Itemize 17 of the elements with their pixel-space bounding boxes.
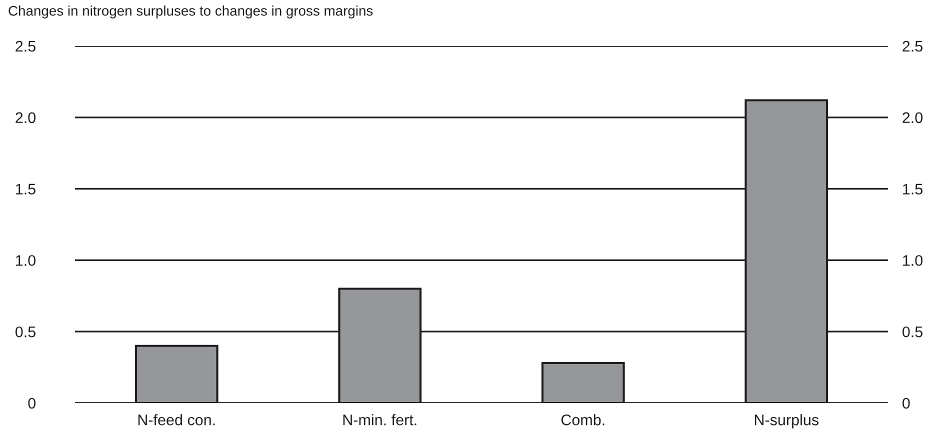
x-tick-label: N-surplus [754, 414, 819, 428]
y2-tick-label: 0 [902, 398, 910, 409]
chart-title: Changes in nitrogen surpluses to changes in gross margins [8, 6, 373, 18]
y2-tick-label: 2.0 [902, 112, 923, 124]
x-tick-label: N-feed con. [138, 414, 215, 426]
y-tick-label: 2.5 [16, 40, 36, 52]
y-tick-label: 0 [28, 398, 36, 409]
x-tick-label: Comb. [561, 414, 604, 426]
y2-tick-label: 1.0 [903, 255, 923, 266]
y-tick-label: 1.5 [16, 184, 36, 194]
y2-tick-label: 1.5 [903, 184, 922, 194]
x-tick-label: N-min. fert. [343, 414, 416, 426]
y2-tick-label: 2.5 [902, 40, 922, 52]
y-tick-label: 0.5 [15, 326, 36, 338]
y-tick-label: 1.0 [16, 255, 36, 266]
y2-tick-label: 0.5 [902, 326, 922, 338]
y-tick-label: 2.0 [16, 112, 36, 124]
